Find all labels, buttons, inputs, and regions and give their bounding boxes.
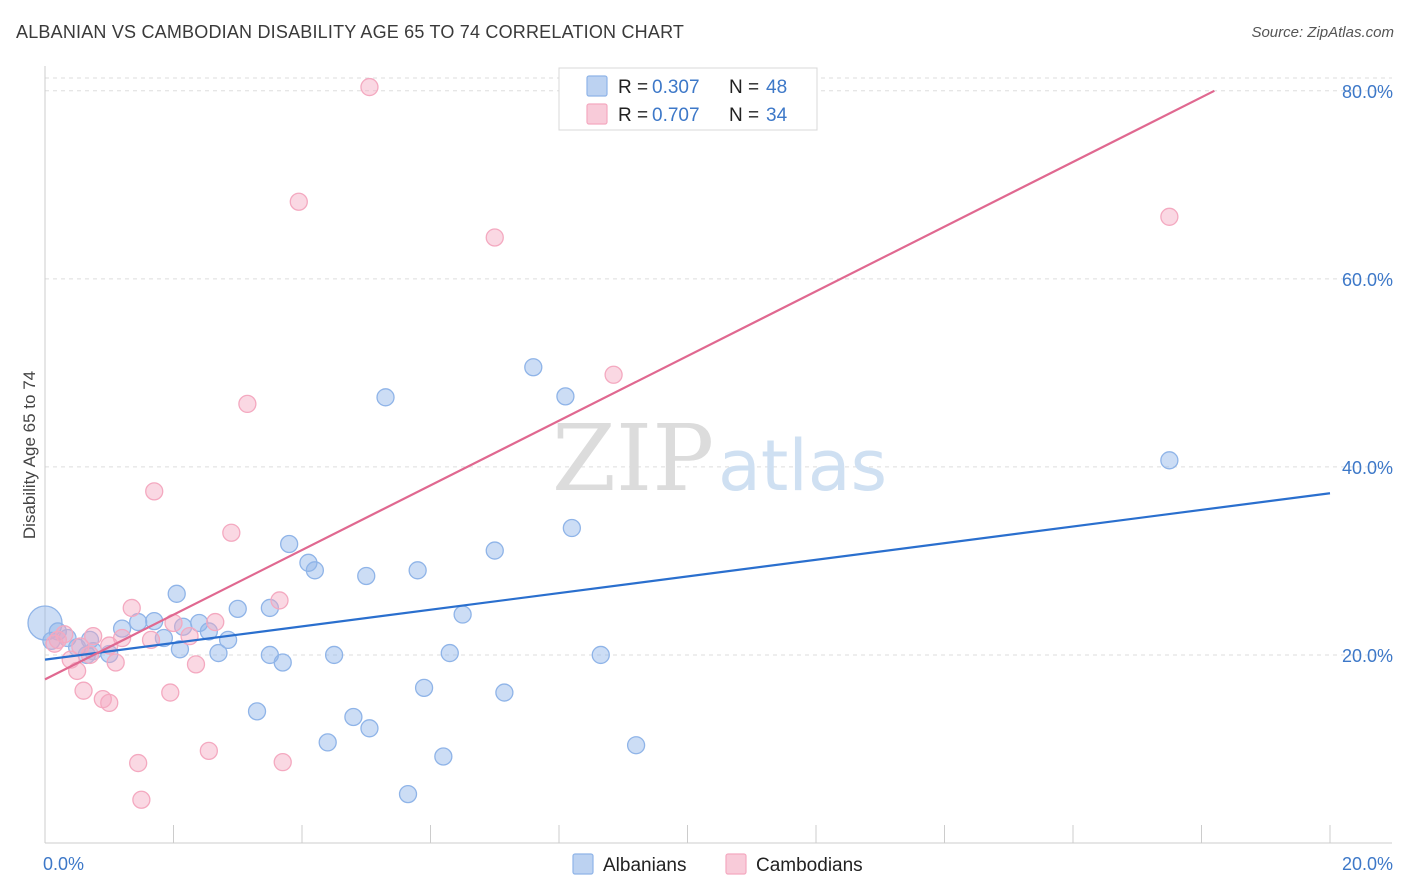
y-tick-label-2: 60.0% (1342, 270, 1393, 290)
albanians-point-24 (279, 534, 299, 554)
albanians-point-42 (556, 387, 575, 406)
cambodians-legend-swatch[interactable] (725, 853, 747, 875)
albanians-point-36 (434, 747, 453, 766)
albanians-point-33 (398, 784, 418, 804)
source-credit: Source: ZipAtlas.com (1251, 24, 1394, 41)
albanians-point-21 (260, 598, 280, 618)
albanians-point-16 (199, 622, 218, 641)
r-value-1: 0.707 (652, 105, 700, 126)
albanians-point-41 (524, 358, 543, 377)
cambodians-point-28 (485, 228, 504, 247)
albanians-point-39 (485, 541, 504, 560)
n-value-0: 48 (766, 77, 787, 98)
albanians-point-8 (112, 619, 132, 638)
y-tick-label-0: 20.0% (1342, 646, 1393, 666)
albanians-point-29 (344, 707, 363, 727)
albanians-point-43 (562, 518, 581, 538)
cambodians-point-31 (48, 630, 67, 650)
cambodians-point-14 (141, 630, 161, 650)
y-tick-labels: 20.0% 40.0% 60.0% 80.0% (1342, 82, 1393, 666)
albanians-point-32 (376, 388, 395, 407)
cambodians-point-21 (206, 612, 225, 632)
albanians-point-20 (247, 702, 267, 721)
r-label-0: R = (618, 77, 648, 98)
cambodians-point-23 (238, 394, 257, 414)
albanians-point-37 (440, 643, 459, 663)
albanians-point-26 (305, 561, 325, 580)
cambodians-stats-swatch (586, 103, 608, 125)
albanians-point-44 (591, 645, 610, 665)
cambodians-point-24 (270, 591, 289, 610)
cambodians-point-6 (84, 626, 103, 646)
y-axis-label: Disability Age 65 to 74 (20, 371, 39, 539)
cambodians-point-12 (129, 753, 148, 773)
cambodians-point-29 (604, 365, 623, 384)
trend-lines (44, 89, 1331, 681)
axes (44, 66, 1392, 844)
watermark-atlas: atlas (718, 425, 887, 507)
albanians-point-27 (318, 733, 337, 752)
r-value-0: 0.307 (652, 77, 700, 98)
x-tick-label-0: 0.0% (43, 854, 84, 874)
cambodians-point-19 (186, 655, 206, 674)
albanians-legend-swatch[interactable] (572, 853, 594, 875)
albanians-point-18 (228, 599, 247, 619)
cambodians-point-20 (199, 741, 218, 761)
albanians-point-45 (626, 736, 646, 755)
albanians-point-13 (170, 640, 190, 659)
albanians-point-34 (408, 561, 427, 580)
albanians-point-25 (299, 553, 318, 572)
albanians-legend-label[interactable]: Albanians (603, 855, 686, 876)
cambodians-point-25 (273, 752, 292, 772)
cambodians-point-9 (106, 653, 125, 672)
cambodians-point-16 (161, 683, 180, 702)
watermark-zip: ZIP (552, 405, 714, 512)
cambodians-point-3 (67, 661, 87, 681)
series-legend[interactable]: Albanians Cambodians (572, 853, 863, 876)
cambodians-point-22 (222, 523, 241, 542)
albanians-trend-line (44, 492, 1331, 661)
cambodians-point-27 (360, 77, 379, 97)
x-tick-label-1: 20.0% (1342, 854, 1393, 874)
cambodians-legend-label[interactable]: Cambodians (756, 855, 863, 876)
cambodians-point-26 (289, 192, 308, 211)
albanians-point-38 (453, 605, 472, 624)
y-tick-label-1: 40.0% (1342, 458, 1393, 478)
cambodians-point-15 (145, 482, 164, 501)
cambodians-point-4 (74, 681, 93, 700)
y-tick-label-3: 80.0% (1342, 82, 1393, 102)
cambodians-point-30 (1160, 207, 1179, 226)
albanians-point-19 (209, 643, 228, 663)
albanians-point-40 (495, 683, 514, 702)
albanians-point-23 (273, 653, 292, 672)
cambodians-point-8 (100, 693, 119, 713)
r-label-1: R = (618, 105, 648, 126)
albanians-stats-swatch (586, 75, 608, 97)
albanians-point-35 (414, 678, 434, 698)
cambodians-point-13 (132, 790, 151, 809)
albanians-point-0 (27, 605, 63, 641)
n-label-1: N = (729, 105, 759, 126)
n-label-0: N = (729, 77, 759, 98)
chart-title: ALBANIAN VS CAMBODIAN DISABILITY AGE 65 … (16, 22, 685, 42)
albanians-point-12 (167, 584, 186, 603)
x-tick-labels: 0.0% 20.0% (43, 854, 1393, 874)
albanians-point-31 (360, 719, 379, 738)
n-value-1: 34 (766, 105, 788, 126)
albanians-point-28 (324, 645, 344, 665)
cambodians-point-33 (71, 637, 90, 656)
albanians-point-30 (357, 566, 376, 586)
cambodians-trend-line (44, 89, 1215, 681)
stats-legend: R = 0.307 N = 48 R = 0.707 N = 34 (558, 67, 818, 131)
albanians-point-46 (1160, 451, 1179, 470)
cambodians-point-11 (122, 598, 141, 618)
grid-lines (45, 77, 1392, 656)
